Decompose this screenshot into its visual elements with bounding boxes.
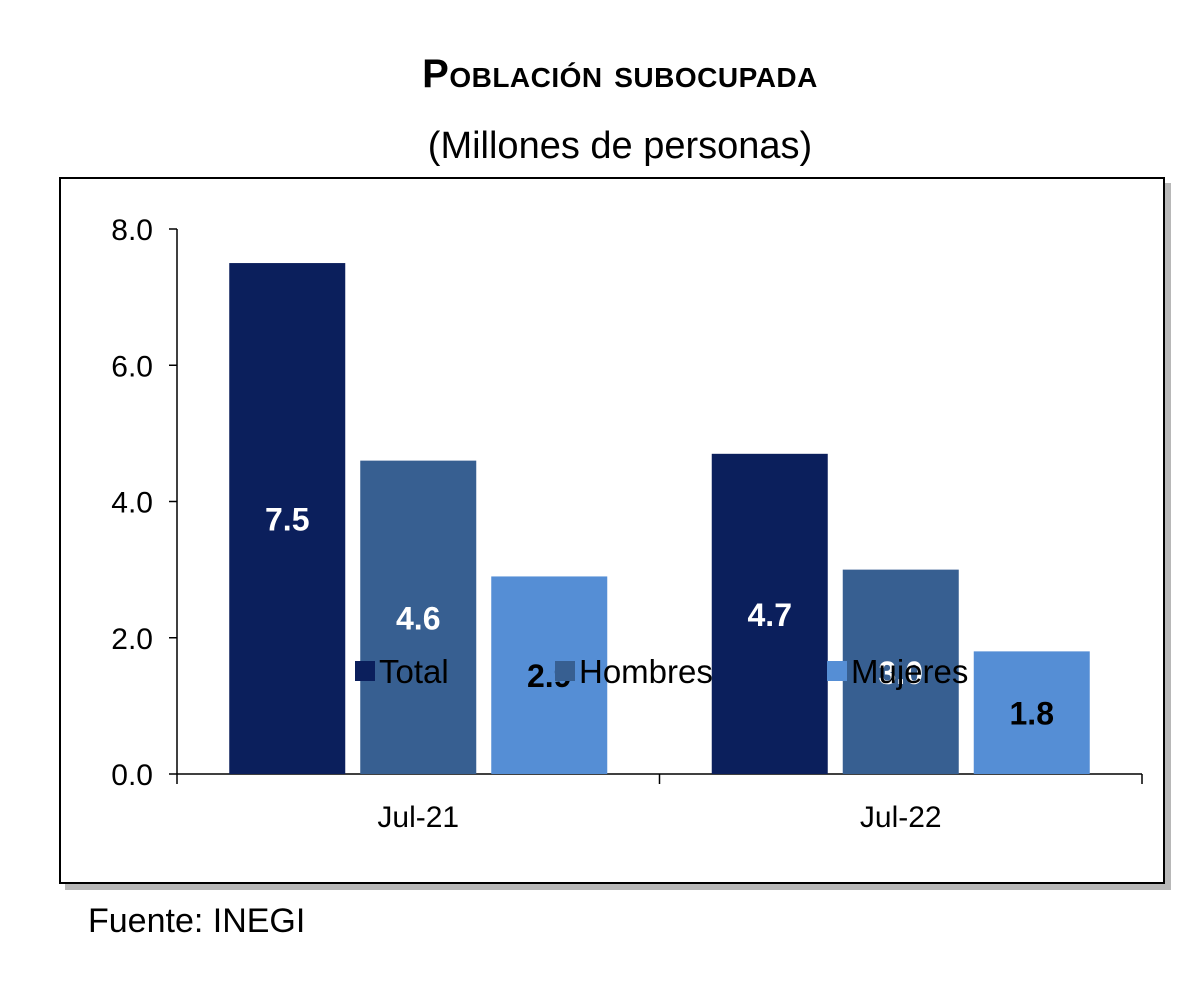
legend-label-total: Total (379, 653, 449, 690)
data-label: 4.7 (748, 597, 792, 633)
y-tick-label: 0.0 (111, 759, 153, 792)
y-tick-label: 6.0 (111, 350, 153, 383)
x-category-label: Jul-21 (377, 801, 459, 834)
x-category-label: Jul-22 (860, 801, 942, 834)
bar-total-jul-21 (229, 263, 346, 774)
bar-chart: 0.02.04.06.08.07.54.62.9Jul-214.73.01.8J… (111, 214, 1143, 834)
data-label: 7.5 (265, 502, 309, 538)
data-label: 1.8 (1010, 696, 1054, 732)
legend-swatch-total (355, 661, 375, 681)
chart-subtitle: (Millones de personas) (427, 125, 813, 167)
legend-swatch-mujeres (827, 661, 847, 681)
bar-mujeres-jul-22 (973, 651, 1090, 774)
bar-hombres-jul-21 (360, 460, 477, 774)
y-tick-label: 8.0 (111, 214, 153, 247)
data-label: 3.0 (879, 655, 923, 691)
bar-total-jul-22 (711, 453, 828, 774)
legend-label-hombres: Hombres (579, 653, 713, 690)
bar-mujeres-jul-21 (491, 576, 608, 774)
y-tick-label: 2.0 (111, 623, 153, 656)
chart-title: Población subocupada (422, 52, 818, 96)
source-note: Fuente: INEGI (88, 902, 306, 940)
bar-hombres-jul-22 (842, 569, 959, 774)
legend-label-mujeres: Mujeres (851, 653, 968, 690)
data-label: 4.6 (396, 600, 440, 636)
y-tick-label: 4.0 (111, 487, 153, 520)
chart-frame: 0.0 2.0 4.0 6.0 8.0 7.5 4.6 2.9 Jul-21 4.7 3.0 1.8 J… (59, 177, 1165, 884)
legend-swatch-hombres (555, 661, 575, 681)
